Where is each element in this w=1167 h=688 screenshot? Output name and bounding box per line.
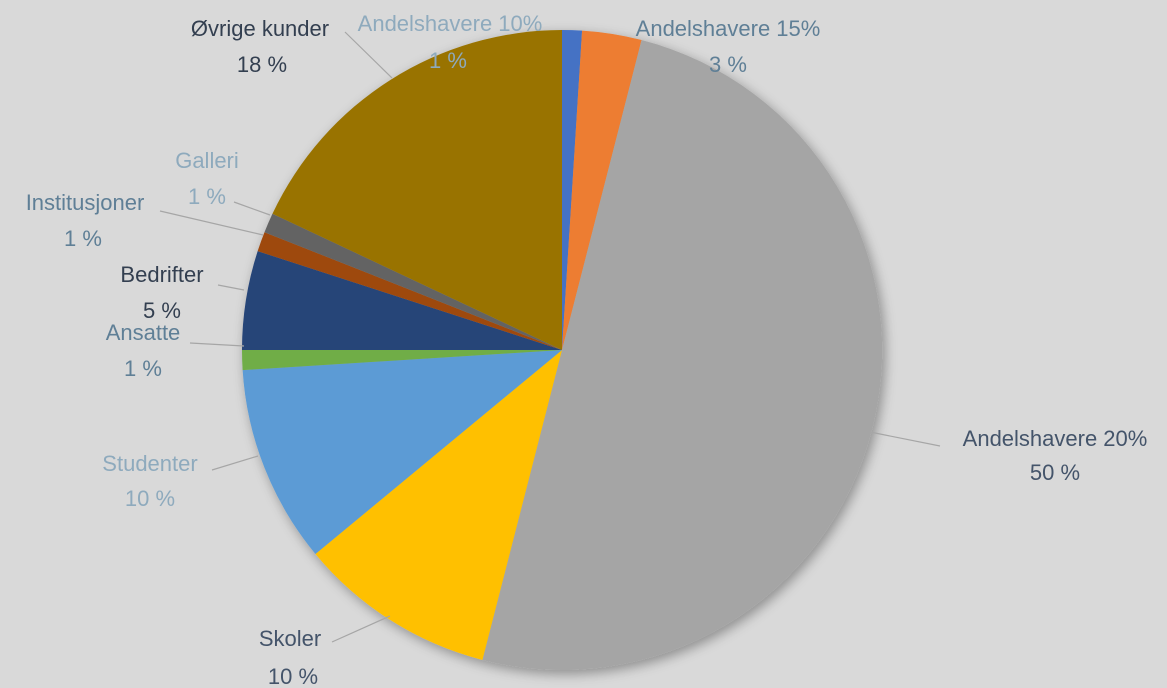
pie-slice: [482, 40, 883, 671]
slice-percent: 5 %: [143, 298, 181, 323]
slice-name: Øvrige kunder: [191, 16, 329, 41]
slice-percent: 18 %: [237, 52, 287, 77]
slice-name: Bedrifter: [120, 262, 203, 287]
pie: [242, 30, 883, 671]
pie-slice: [272, 30, 562, 350]
slice-percent: 1 %: [64, 226, 102, 251]
leader-line: [211, 455, 259, 471]
pie-slice: [242, 350, 562, 371]
slice-percent: 1 %: [429, 48, 467, 73]
pie-slice: [562, 30, 642, 351]
pie-slice: [264, 213, 562, 350]
leader-line: [331, 615, 391, 643]
slice-name: Andelshavere 15%: [636, 16, 821, 41]
pie-slice: [242, 251, 562, 350]
leader-line: [217, 284, 245, 291]
slice-name: Galleri: [175, 148, 239, 173]
slice-name: Studenter: [102, 451, 197, 476]
leader-line: [233, 201, 271, 216]
slice-percent: 10 %: [268, 664, 318, 688]
pie-slice: [315, 350, 562, 660]
slice-percent: 50 %: [1030, 460, 1080, 485]
pie-slice: [242, 350, 562, 554]
pie-slice: [257, 232, 562, 350]
slice-percent: 3 %: [709, 52, 747, 77]
leader-line: [869, 431, 941, 447]
leader-line: [159, 210, 264, 236]
slice-percent: 1 %: [124, 356, 162, 381]
leader-line: [189, 342, 245, 347]
slice-name: Ansatte: [106, 320, 181, 345]
slice-percent: 10 %: [125, 486, 175, 511]
slice-name: Andelshavere 20%: [963, 426, 1148, 451]
slice-name: Institusjoner: [26, 190, 145, 215]
slice-name: Andelshavere 10%: [358, 11, 543, 36]
slice-percent: 1 %: [188, 184, 226, 209]
pie-slice: [562, 30, 583, 350]
slice-name: Skoler: [259, 626, 321, 651]
leader-line: [344, 31, 393, 79]
labels: Andelshavere 10% 1 % Andelshavere 15% 3 % An…: [26, 11, 1148, 688]
